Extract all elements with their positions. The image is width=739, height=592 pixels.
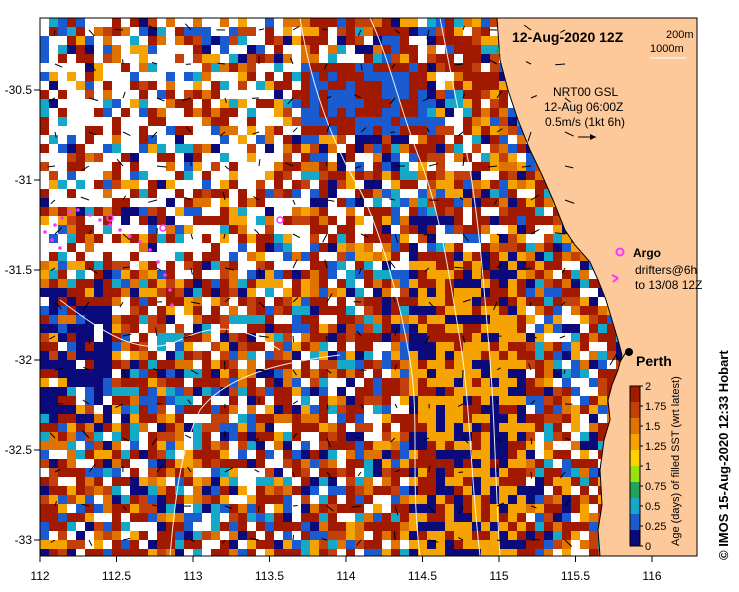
current-product: NRT00 GSL (553, 85, 618, 99)
colorbar: 2 1.75 1.5 1.25 1 0.75 0.5 0.25 0 (629, 381, 666, 553)
x-tick-label: 114.5 (408, 569, 437, 583)
colorbar-tick-label: 1.5 (645, 421, 660, 433)
drifter-tracks (43, 48, 500, 307)
x-tick-label: 114 (336, 569, 355, 583)
map-datetime: 12-Aug-2020 12Z (512, 29, 624, 45)
x-tick-label: 112.5 (102, 569, 131, 583)
land-mass (496, 18, 697, 556)
colorbar-tick-label: 1 (645, 461, 651, 473)
x-tick-label: 115 (489, 569, 508, 583)
colorbar-tick-label: 0 (645, 541, 651, 553)
current-vectors (47, 23, 575, 547)
current-scale: 0.5m/s (1kt 6h) (545, 115, 625, 129)
city-label: Perth (636, 353, 672, 369)
x-tick-label: 116 (642, 569, 661, 583)
colorbar-tick-label: 0.5 (645, 501, 660, 513)
colorbar-tick-label: 0.75 (645, 481, 666, 493)
x-tick-label: 115.5 (561, 569, 590, 583)
x-tick-label: 113.5 (255, 569, 284, 583)
current-datetime: 12-Aug 06:00Z (544, 100, 623, 114)
drifters-label-2: to 13/08 12Z (635, 278, 702, 292)
x-axis: 112 112.5 113 113.5 114 114.5 115 115.5 116 (30, 556, 662, 583)
perth-marker (625, 348, 633, 356)
plot-frame (39, 17, 698, 557)
drifter-legend-icon (611, 274, 619, 283)
bathymetry-contours (59, 18, 501, 556)
perth-rivers (609, 351, 627, 366)
y-tick-label: -31 (15, 173, 33, 187)
colorbar-tick-label: 1.75 (645, 401, 666, 413)
x-tick-label: 113 (183, 569, 202, 583)
y-axis: -30.5 -31 -31.5 -32 -32.5 -33 (5, 83, 40, 547)
y-tick-label: -32 (15, 353, 33, 367)
colorbar-tick-label: 1.25 (645, 441, 666, 453)
scale-arrow-head (590, 134, 596, 140)
y-tick-label: -33 (15, 533, 33, 547)
y-tick-label: -30.5 (5, 83, 33, 97)
argo-label: Argo (633, 246, 661, 260)
y-tick-label: -32.5 (5, 443, 33, 457)
y-tick-label: -31.5 (5, 263, 33, 277)
colorbar-tick-label: 0.25 (645, 521, 666, 533)
drifters-label-1: drifters@6h (635, 263, 697, 277)
colorbar-label: Age (days) of filled SST (wrt latest) (670, 376, 682, 546)
argo-legend-icon (615, 247, 625, 257)
isobath-legend-2: 1000m (650, 43, 684, 55)
isobath-legend-1: 200m (666, 29, 694, 41)
plot-area (40, 18, 697, 556)
credit-text: © IMOS 15-Aug-2020 12:33 Hobart (716, 350, 731, 560)
x-tick-label: 112 (30, 569, 49, 583)
colorbar-tick-label: 2 (645, 381, 651, 393)
